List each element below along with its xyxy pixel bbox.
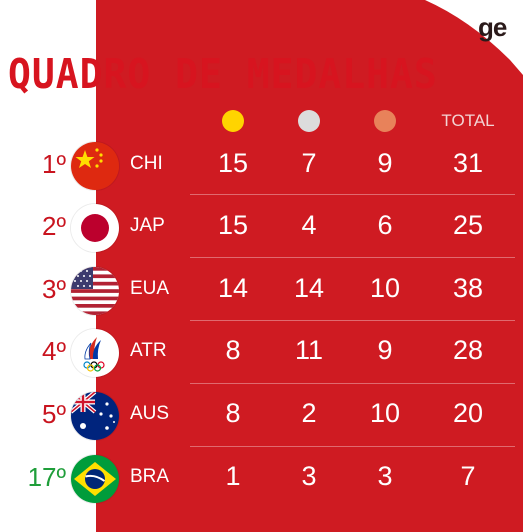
china-flag-icon (71, 142, 119, 190)
country-code: EUA (130, 278, 170, 299)
rank: 3º (42, 274, 66, 304)
row-divider (190, 257, 515, 258)
roc-emblem-icon (71, 329, 119, 377)
total-count: 31 (452, 148, 484, 178)
total-count: 25 (452, 210, 484, 240)
country-code: JAP (130, 215, 165, 236)
country-code: CHI (130, 153, 163, 174)
bronze-count: 9 (377, 335, 393, 365)
silver-count: 11 (294, 335, 324, 365)
silver-medal-icon (298, 110, 320, 132)
medal-row-atr: 4º ATR 8 11 9 28 (0, 322, 523, 384)
bronze-count: 3 (377, 461, 393, 491)
bronze-medal-icon (374, 110, 396, 132)
gold-medal-icon (222, 110, 244, 132)
bronze-count: 10 (369, 273, 401, 303)
rank: 17º (27, 462, 66, 492)
gold-count: 15 (217, 210, 249, 240)
medal-row-aus: 5º AUS 8 2 10 20 (0, 385, 523, 447)
country-code: AUS (130, 403, 170, 424)
silver-count: 2 (301, 398, 317, 428)
gold-count: 8 (225, 335, 241, 365)
total-count: 28 (452, 335, 484, 365)
total-column-header: TOTAL (441, 111, 495, 130)
japan-flag-icon (71, 204, 119, 252)
bronze-count: 10 (369, 398, 401, 428)
row-divider (190, 446, 515, 447)
country-code: ATR (130, 340, 167, 361)
rank: 2º (42, 211, 66, 241)
silver-count: 14 (293, 273, 325, 303)
silver-count: 3 (301, 461, 317, 491)
gold-count: 8 (225, 398, 241, 428)
total-count: 20 (452, 398, 484, 428)
medal-row-chi: 1º CHI 15 7 9 31 (0, 135, 523, 197)
rank: 4º (42, 336, 66, 366)
silver-count: 4 (301, 210, 317, 240)
medal-row-bra: 17º BRA 1 3 3 7 (0, 448, 523, 510)
rank: 1º (42, 149, 66, 179)
medal-row-eua: 3º EUA 14 14 10 38 (0, 260, 523, 322)
total-count: 7 (460, 461, 476, 491)
gold-count: 15 (217, 148, 249, 178)
silver-count: 7 (301, 148, 317, 178)
row-divider (190, 383, 515, 384)
brazil-flag-icon (71, 455, 119, 503)
country-code: BRA (130, 466, 170, 487)
row-divider (190, 320, 515, 321)
bronze-count: 9 (377, 148, 393, 178)
medal-row-jap: 2º JAP 15 4 6 25 (0, 197, 523, 259)
total-count: 38 (452, 273, 484, 303)
australia-flag-icon (71, 392, 119, 440)
ge-logo: ge (478, 12, 507, 42)
gold-count: 14 (217, 273, 249, 303)
usa-flag-icon (71, 267, 119, 315)
bronze-count: 6 (377, 210, 393, 240)
rank: 5º (42, 399, 66, 429)
row-divider (190, 194, 515, 195)
gold-count: 1 (225, 461, 241, 491)
